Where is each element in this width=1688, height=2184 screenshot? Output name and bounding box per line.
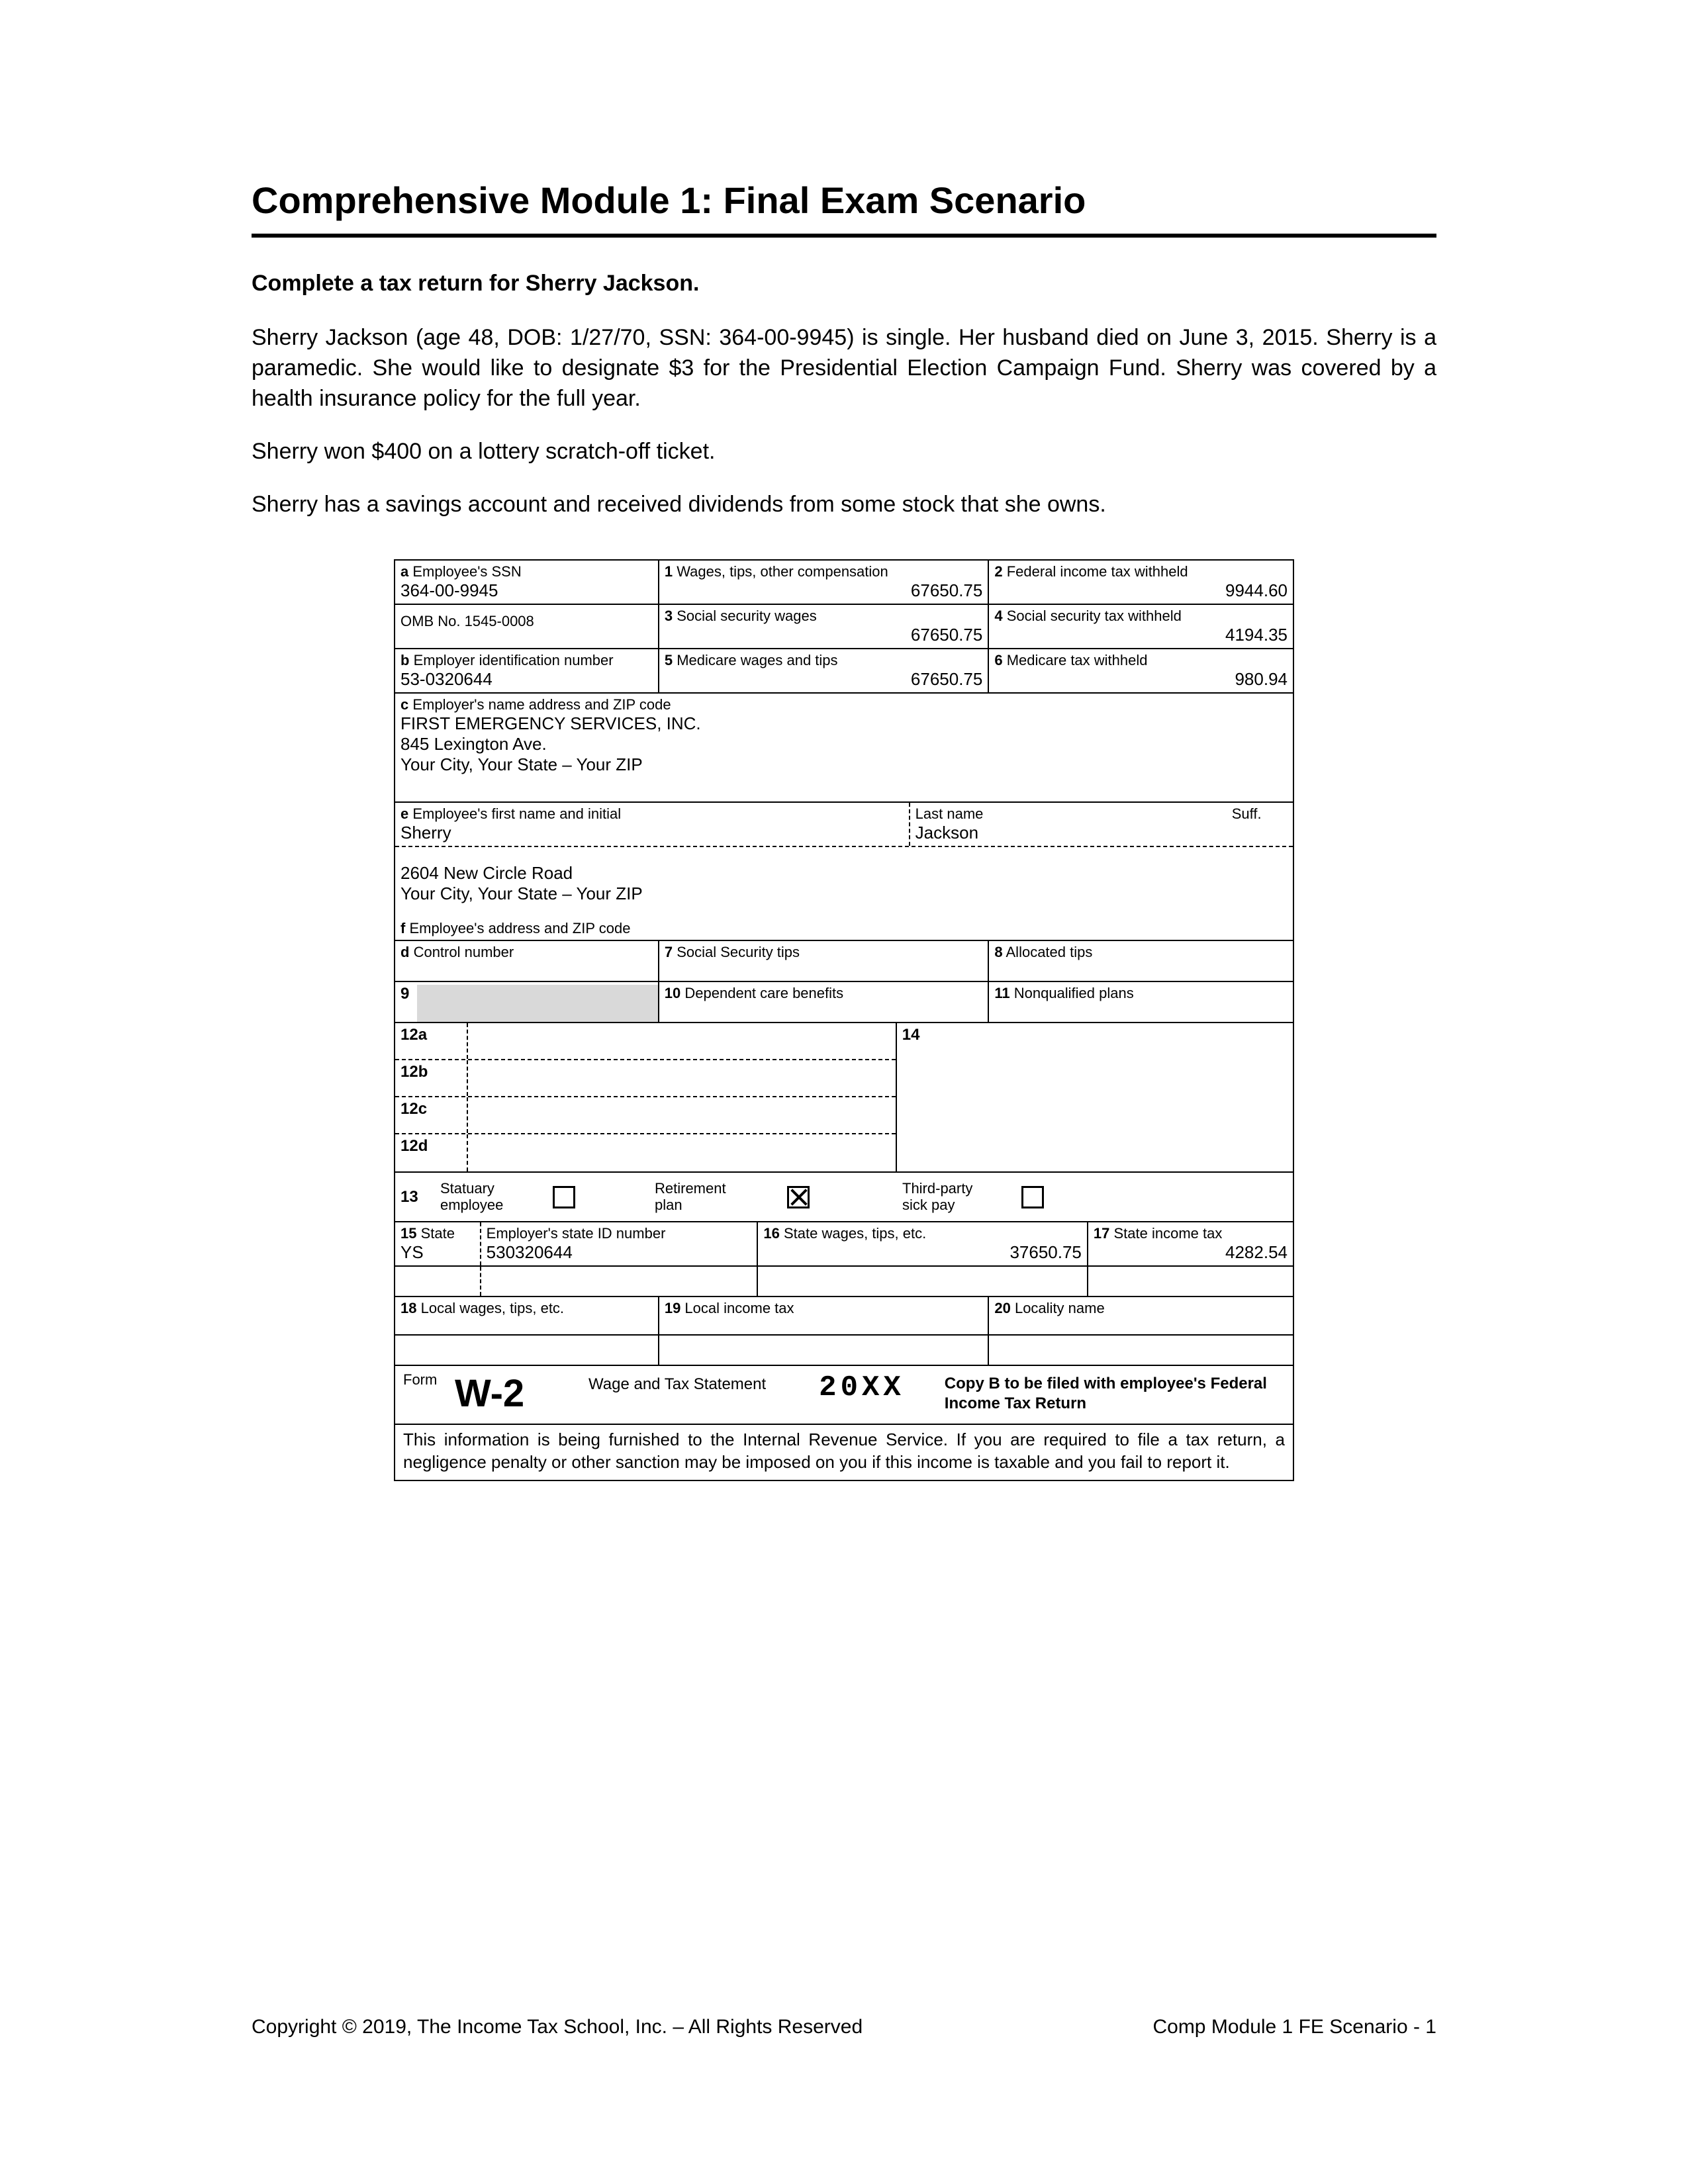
box7-label: 7	[665, 944, 673, 960]
box-c-text: Employer's name address and ZIP code	[408, 696, 671, 713]
box-d-text: Control number	[409, 944, 514, 960]
employer-addr1: 845 Lexington Ave.	[400, 734, 1288, 754]
box4-label: 4	[994, 608, 1002, 624]
box2-value: 9944.60	[994, 580, 1288, 601]
box13-retirement-label: Retirementplan	[655, 1181, 787, 1212]
box12d-label: 12d	[400, 1137, 428, 1155]
box15-value: YS	[400, 1242, 475, 1263]
checkbox-sickpay[interactable]	[1021, 1186, 1044, 1208]
subtitle: Complete a tax return for Sherry Jackson…	[252, 271, 1436, 296]
box1-text: Wages, tips, other compensation	[673, 563, 888, 580]
box2-label: 2	[994, 563, 1002, 580]
box10-text: Dependent care benefits	[680, 985, 843, 1001]
box5-value: 67650.75	[665, 669, 983, 690]
form-label: Form	[403, 1371, 437, 1388]
box-a-text: Employee's SSN	[408, 563, 522, 580]
checkbox-retirement[interactable]	[787, 1186, 810, 1208]
state-id-value: 530320644	[487, 1242, 752, 1263]
form-year: 20XX	[819, 1371, 905, 1404]
box9-grey	[417, 985, 657, 1022]
box-a-value: 364-00-9945	[400, 580, 653, 601]
box18-text: Local wages, tips, etc.	[416, 1300, 564, 1316]
box-e-label: e	[400, 805, 408, 822]
last-name-value: Jackson	[915, 823, 1196, 843]
copy-b-text: Copy B to be filed with employee's Feder…	[905, 1371, 1285, 1414]
box17-text: State income tax	[1109, 1225, 1222, 1242]
last-name-label: Last name	[915, 805, 1196, 823]
box3-value: 67650.75	[665, 625, 983, 645]
page-title: Comprehensive Module 1: Final Exam Scena…	[252, 179, 1436, 238]
checkbox-statuary[interactable]	[553, 1186, 575, 1208]
footer-left: Copyright © 2019, The Income Tax School,…	[252, 2016, 863, 2038]
form-title: Wage and Tax Statement	[588, 1371, 766, 1394]
omb-number: OMB No. 1545-0008	[400, 608, 653, 630]
box11-label: 11	[994, 985, 1009, 1001]
box2-text: Federal income tax withheld	[1003, 563, 1188, 580]
box8-text: Allocated tips	[1003, 944, 1093, 960]
disclaimer-text: This information is being furnished to t…	[395, 1425, 1293, 1480]
employer-addr2: Your City, Your State – Your ZIP	[400, 754, 1288, 775]
box6-text: Medicare tax withheld	[1003, 652, 1148, 668]
box13-statuary-label: Statuaryemployee	[440, 1181, 553, 1212]
box-f-text: Employee's address and ZIP code	[405, 920, 630, 936]
first-name-value: Sherry	[400, 823, 904, 843]
box3-text: Social security wages	[673, 608, 817, 624]
box13-sickpay-label: Third-partysick pay	[902, 1181, 1021, 1212]
box1-value: 67650.75	[665, 580, 983, 601]
box-b-text: Employer identification number	[409, 652, 613, 668]
box19-label: 19	[665, 1300, 680, 1316]
box9-label: 9	[400, 985, 409, 1003]
box4-text: Social security tax withheld	[1003, 608, 1182, 624]
box8-label: 8	[994, 944, 1002, 960]
w2-form: a Employee's SSN 364-00-9945 1 Wages, ti…	[394, 559, 1294, 1481]
box14-label: 14	[902, 1026, 920, 1044]
state-id-label: Employer's state ID number	[487, 1225, 752, 1242]
box18-label: 18	[400, 1300, 416, 1316]
box12b-label: 12b	[400, 1063, 428, 1081]
box3-label: 3	[665, 608, 673, 624]
box11-text: Nonqualified plans	[1010, 985, 1134, 1001]
box19-text: Local income tax	[680, 1300, 794, 1316]
box-d-label: d	[400, 944, 409, 960]
employer-name: FIRST EMERGENCY SERVICES, INC.	[400, 713, 1288, 734]
box20-label: 20	[994, 1300, 1010, 1316]
box5-label: 5	[665, 652, 673, 668]
box5-text: Medicare wages and tips	[673, 652, 837, 668]
box15-text: State	[416, 1225, 454, 1242]
box7-text: Social Security tips	[673, 944, 800, 960]
box-b-label: b	[400, 652, 409, 668]
box4-value: 4194.35	[994, 625, 1288, 645]
box15-label: 15	[400, 1225, 416, 1242]
box17-value: 4282.54	[1094, 1242, 1288, 1263]
box1-label: 1	[665, 563, 673, 580]
box-c-label: c	[400, 696, 408, 713]
employee-addr1: 2604 New Circle Road	[400, 863, 1288, 884]
box10-label: 10	[665, 985, 680, 1001]
box16-text: State wages, tips, etc.	[780, 1225, 926, 1242]
box13-label: 13	[400, 1188, 418, 1206]
box16-value: 37650.75	[763, 1242, 1082, 1263]
paragraph-1: Sherry Jackson (age 48, DOB: 1/27/70, SS…	[252, 323, 1436, 414]
paragraph-2: Sherry won $400 on a lottery scratch-off…	[252, 437, 1436, 467]
employee-addr2: Your City, Your State – Your ZIP	[400, 884, 1288, 904]
box16-label: 16	[763, 1225, 779, 1242]
form-w2: W-2	[455, 1372, 524, 1415]
box6-value: 980.94	[994, 669, 1288, 690]
paragraph-3: Sherry has a savings account and receive…	[252, 490, 1436, 520]
box-e-text: Employee's first name and initial	[408, 805, 621, 822]
box12c-label: 12c	[400, 1100, 427, 1118]
box-a-label: a	[400, 563, 408, 580]
box12a-label: 12a	[400, 1026, 427, 1044]
box6-label: 6	[994, 652, 1002, 668]
box17-label: 17	[1094, 1225, 1109, 1242]
suffix-label: Suff.	[1205, 805, 1288, 823]
box-b-value: 53-0320644	[400, 669, 653, 690]
box20-text: Locality name	[1011, 1300, 1105, 1316]
footer-right: Comp Module 1 FE Scenario - 1	[1152, 2016, 1436, 2038]
